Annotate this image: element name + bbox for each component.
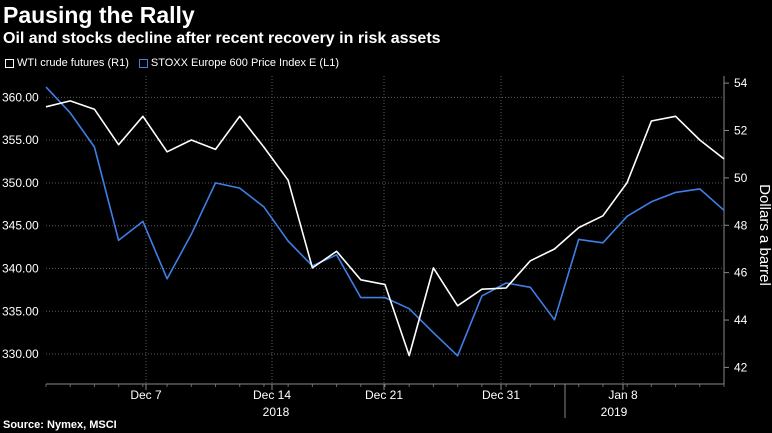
right-tick-label: 48 bbox=[734, 218, 748, 232]
x-year-label: 2018 bbox=[263, 405, 290, 419]
legend-swatch-stoxx bbox=[138, 58, 148, 68]
x-tick-label: Dec 31 bbox=[482, 388, 520, 402]
left-tick-label: 345.00 bbox=[2, 219, 39, 233]
legend-label-stoxx: STOXX Europe 600 Price Index E (L1) bbox=[150, 57, 339, 69]
left-tick-label: 335.00 bbox=[2, 304, 39, 318]
right-tick-label: 46 bbox=[734, 266, 748, 280]
left-tick-label: 350.00 bbox=[2, 176, 39, 190]
x-tick-label: Dec 14 bbox=[253, 388, 291, 402]
x-tick-label: Dec 21 bbox=[365, 388, 403, 402]
right-tick-label: 42 bbox=[734, 360, 748, 374]
right-tick-label: 52 bbox=[734, 123, 748, 137]
left-tick-label: 340.00 bbox=[2, 262, 39, 276]
left-tick-label: 355.00 bbox=[2, 133, 39, 147]
legend-swatch-wti bbox=[5, 58, 14, 68]
right-axis-label: Dollars a barrel bbox=[756, 184, 772, 286]
right-tick-label: 50 bbox=[734, 171, 748, 185]
series-line-stoxx bbox=[45, 86, 725, 357]
x-tick-label: Jan 8 bbox=[608, 388, 638, 402]
right-tick-label: 54 bbox=[734, 76, 748, 90]
source-note: Source: Nymex, MSCI bbox=[3, 419, 117, 431]
x-year-label: 2019 bbox=[601, 405, 628, 419]
left-tick-label: 330.00 bbox=[2, 347, 39, 361]
chart-subtitle: Oil and stocks decline after recent reco… bbox=[3, 30, 441, 47]
chart-title: Pausing the Rally bbox=[3, 2, 195, 28]
legend-item-wti: WTI crude futures (R1) bbox=[5, 57, 129, 69]
x-tick-label: Dec 7 bbox=[130, 388, 162, 402]
legend: WTI crude futures (R1) STOXX Europe 600 … bbox=[5, 57, 339, 69]
series-line-wti bbox=[45, 100, 725, 357]
right-tick-label: 44 bbox=[734, 313, 748, 327]
legend-label-wti: WTI crude futures (R1) bbox=[17, 57, 129, 69]
left-tick-label: 360.00 bbox=[2, 90, 39, 104]
legend-item-stoxx: STOXX Europe 600 Price Index E (L1) bbox=[138, 57, 339, 69]
